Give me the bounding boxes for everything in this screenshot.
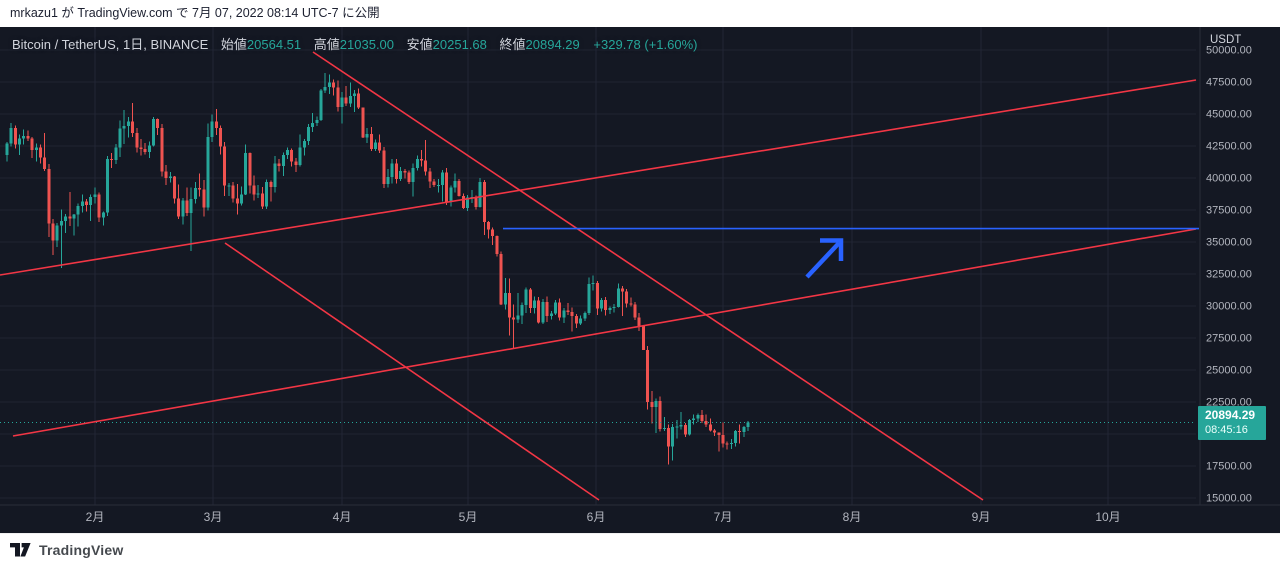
current-price-badge: 20894.29 08:45:16: [1198, 406, 1266, 441]
svg-text:42500.00: 42500.00: [1206, 141, 1252, 153]
svg-text:27500.00: 27500.00: [1206, 333, 1252, 345]
open-value: 20564.51: [246, 37, 302, 52]
candle-countdown: 08:45:16: [1205, 424, 1248, 437]
descending-trendline-long[interactable]: [312, 51, 984, 501]
price-chart-pane[interactable]: 50000.00 47500.00 45000.00 42500.00 40000.00…: [0, 27, 1280, 533]
symbol-title[interactable]: Bitcoin / TetherUS, 1日, BINANCE: [12, 37, 209, 52]
publish-info-text: mrkazu1 が TradingView.com で 7月 07, 2022 …: [10, 6, 380, 20]
chart-grid: [0, 27, 1196, 505]
close-label: 終値: [499, 37, 526, 52]
drawings[interactable]: [0, 51, 1199, 501]
svg-text:50000.00: 50000.00: [1206, 45, 1252, 57]
low-label: 安値: [406, 37, 433, 52]
ascending-channel-upper[interactable]: [0, 79, 1197, 276]
svg-text:7月: 7月: [714, 510, 733, 524]
current-price: 20894.29: [1205, 408, 1256, 423]
svg-text:6月: 6月: [587, 510, 606, 524]
symbol-header: Bitcoin / TetherUS, 1日, BINANCE 始値20564.…: [12, 34, 697, 53]
ascending-channel-lower[interactable]: [12, 228, 1197, 437]
svg-text:9月: 9月: [972, 510, 991, 524]
up-right-arrow-head[interactable]: [820, 238, 844, 262]
svg-text:25000.00: 25000.00: [1206, 365, 1252, 377]
svg-text:5月: 5月: [459, 510, 478, 524]
up-right-arrow[interactable]: [805, 241, 841, 279]
tradingview-logo-icon[interactable]: [10, 542, 31, 557]
high-label: 高値: [313, 37, 340, 52]
svg-text:17500.00: 17500.00: [1206, 461, 1252, 473]
time-axis[interactable]: 2月 3月 4月 5月 6月 7月 8月 9月 10月: [86, 510, 1121, 524]
svg-text:40000.00: 40000.00: [1206, 173, 1252, 185]
svg-text:32500.00: 32500.00: [1206, 269, 1252, 281]
svg-text:45000.00: 45000.00: [1206, 109, 1252, 121]
candlesticks: [5, 73, 750, 465]
svg-text:2月: 2月: [86, 510, 105, 524]
svg-text:37500.00: 37500.00: [1206, 205, 1252, 217]
svg-text:30000.00: 30000.00: [1206, 301, 1252, 313]
high-value: 21035.00: [339, 37, 395, 52]
tradingview-brand-link[interactable]: TradingView: [39, 541, 124, 558]
quote-currency-label: USDT: [1210, 34, 1242, 46]
low-value: 20251.68: [432, 37, 487, 52]
axis-borders: [0, 27, 1280, 506]
close-value: 20894.29: [525, 37, 580, 52]
change-value: +329.78 (+1.60%): [593, 37, 698, 52]
footer-bar: TradingView: [0, 533, 1280, 565]
svg-text:22500.00: 22500.00: [1206, 397, 1252, 409]
descending-trendline-short[interactable]: [224, 242, 600, 501]
svg-text:3月: 3月: [204, 510, 223, 524]
svg-text:10月: 10月: [1095, 510, 1120, 524]
open-label: 始値: [220, 37, 247, 52]
svg-text:15000.00: 15000.00: [1206, 493, 1252, 505]
svg-text:47500.00: 47500.00: [1206, 77, 1252, 89]
svg-text:35000.00: 35000.00: [1206, 237, 1252, 249]
publish-info-bar: mrkazu1 が TradingView.com で 7月 07, 2022 …: [0, 0, 1280, 27]
svg-text:8月: 8月: [843, 510, 862, 524]
svg-text:4月: 4月: [333, 510, 352, 524]
price-axis[interactable]: 50000.00 47500.00 45000.00 42500.00 40000.00…: [1206, 45, 1252, 505]
chart-area: 50000.00 47500.00 45000.00 42500.00 40000.00…: [0, 27, 1280, 533]
